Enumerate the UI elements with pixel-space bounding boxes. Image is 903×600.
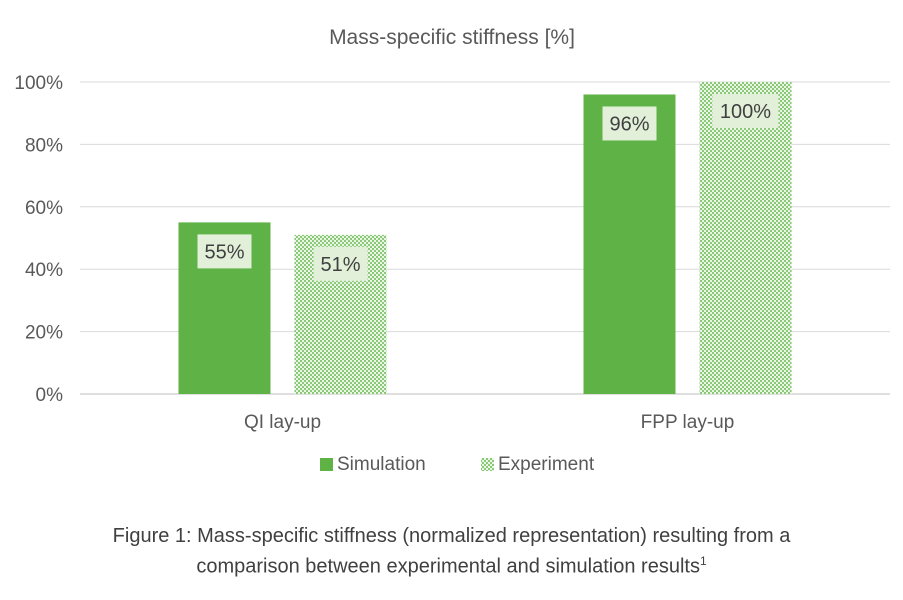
bar-experiment-1 [699,82,792,394]
x-tick-label: QI lay-up [244,412,321,433]
data-label-box [712,94,779,128]
legend-swatch-experiment [481,458,494,471]
y-tick-label: 100% [14,73,63,94]
x-axis: QI lay-up FPP lay-up [244,412,734,433]
y-axis: 0% 20% 40% 60% 80% 100% [14,73,63,406]
data-label-box [197,234,252,269]
figure-caption: Figure 1: Mass-specific stiffness (norma… [0,524,903,580]
legend: Simulation Experiment [320,454,595,475]
data-label: 100% [720,101,771,123]
y-tick-label: 60% [25,198,63,219]
caption-line-2-text: comparison between experimental and simu… [196,555,700,578]
y-tick-label: 40% [25,260,63,281]
chart: Mass-specific stiffness [%] 0% 20% 40% 60% 8… [14,26,890,475]
data-labels: 55% 51% 96% 100% [197,94,779,281]
data-label-box [313,246,368,281]
bar-simulation-1 [583,94,676,394]
x-tick-label: FPP lay-up [641,412,735,433]
data-label: 55% [204,241,244,263]
caption-line-2: comparison between experimental and simu… [0,549,903,580]
legend-label-simulation: Simulation [337,454,426,475]
chart-title: Mass-specific stiffness [%] [329,26,575,49]
data-label: 96% [609,113,649,135]
y-tick-label: 20% [25,323,63,344]
caption-superscript: 1 [699,554,707,568]
data-label: 51% [320,254,360,276]
bars [178,82,792,394]
y-tick-label: 80% [25,135,63,156]
legend-label-experiment: Experiment [498,454,595,475]
caption-line-1: Figure 1: Mass-specific stiffness (norma… [112,525,791,547]
y-tick-label: 0% [36,385,64,406]
legend-swatch-simulation [320,458,333,471]
data-label-box [602,106,657,141]
